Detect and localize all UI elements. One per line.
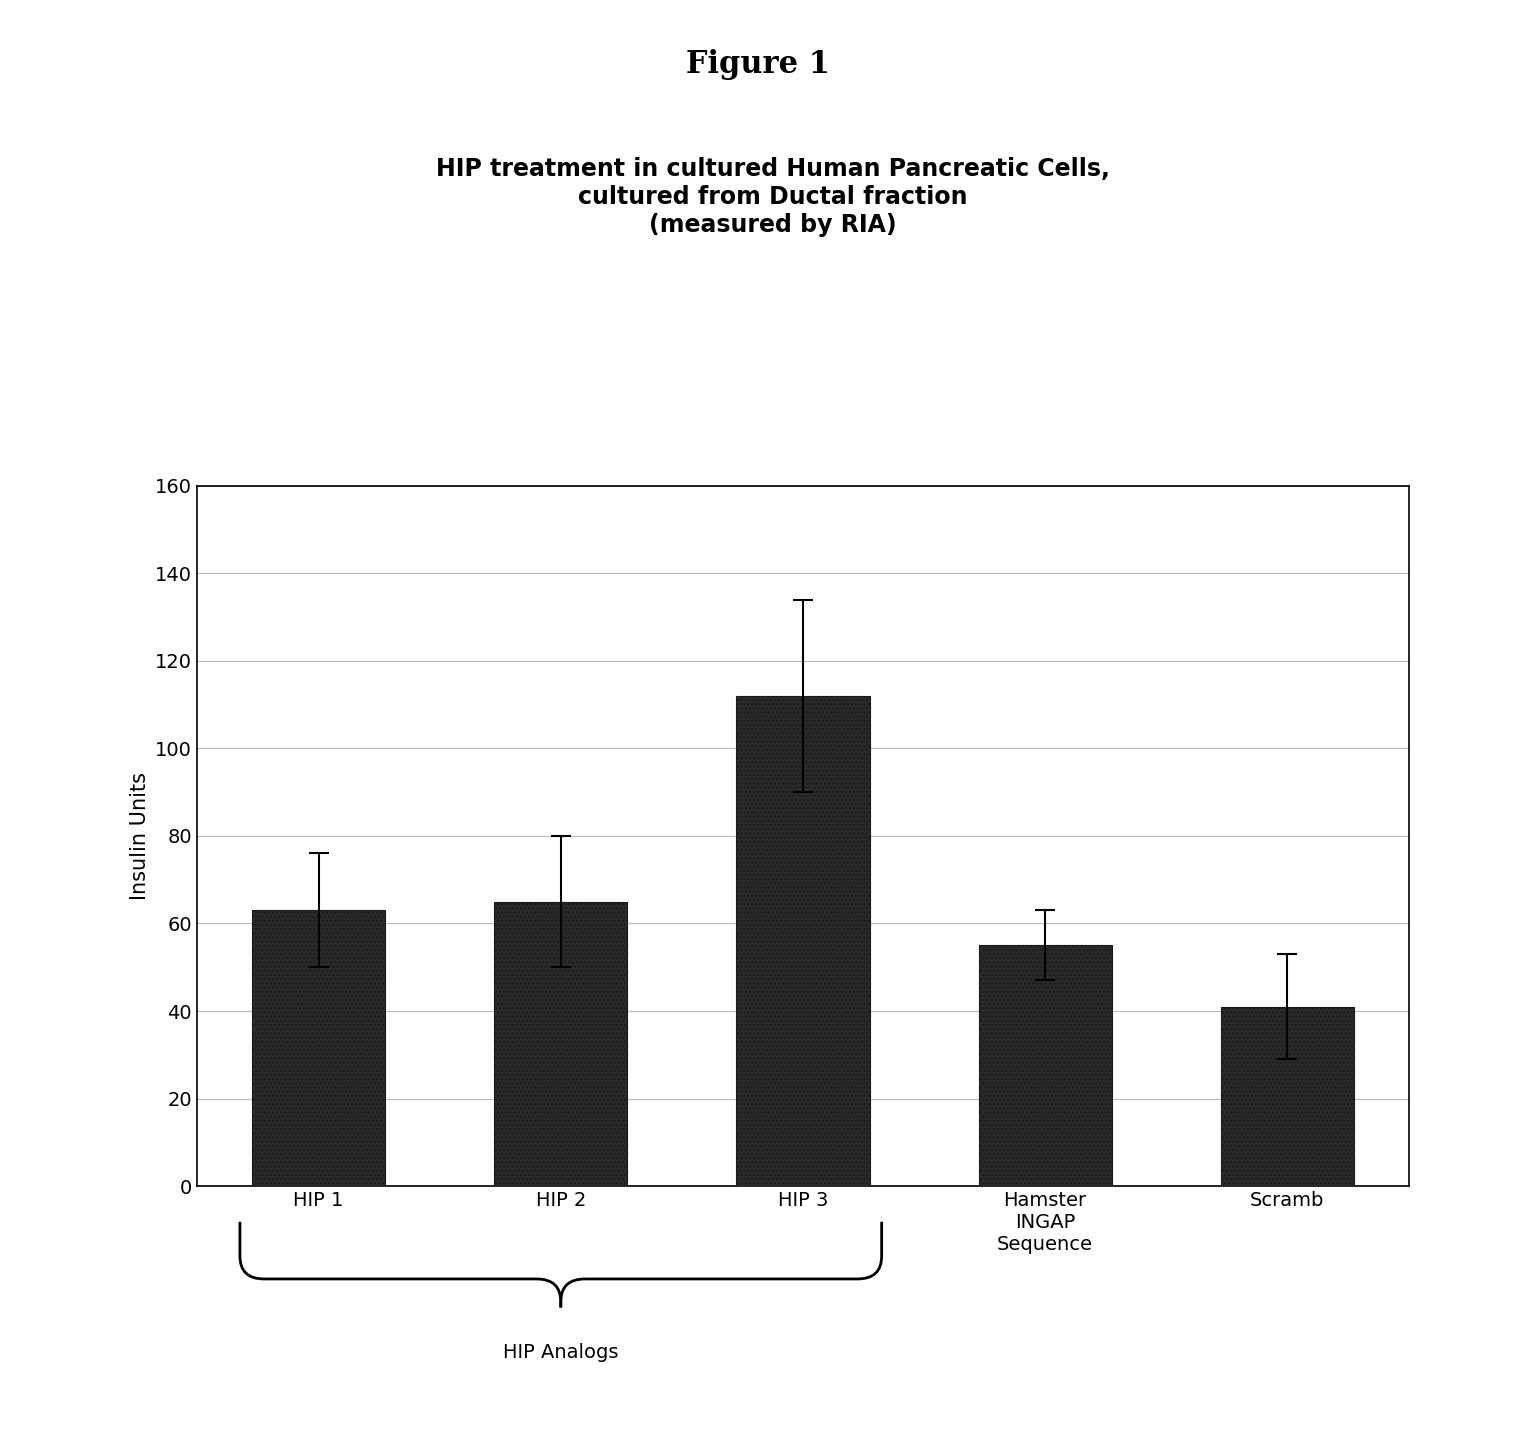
Bar [494, 902, 627, 1186]
Bar [736, 696, 870, 1186]
Bar [1221, 1006, 1354, 1186]
Text: Figure 1: Figure 1 [686, 49, 829, 80]
Text: HIP Analogs: HIP Analogs [503, 1343, 618, 1362]
Text: HIP treatment in cultured Human Pancreatic Cells,
cultured from Ductal fraction
: HIP treatment in cultured Human Pancreat… [436, 157, 1109, 237]
Bar [979, 946, 1112, 1186]
Bar [251, 910, 385, 1186]
Y-axis label: Insulin Units: Insulin Units [130, 772, 150, 900]
